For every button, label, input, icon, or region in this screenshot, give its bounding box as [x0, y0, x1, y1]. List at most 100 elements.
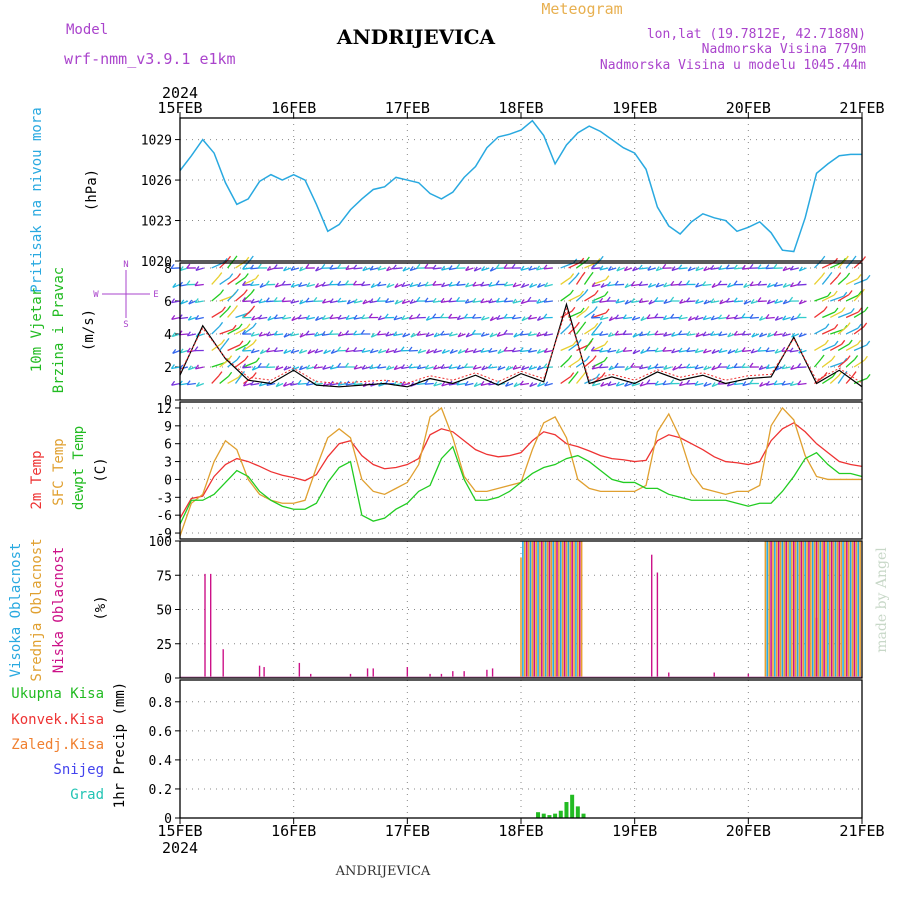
- wind-barb-flag: [615, 298, 620, 304]
- wind-barb: [591, 283, 601, 288]
- wind-barb: [790, 366, 799, 371]
- wind-barb: [408, 366, 418, 369]
- wind-barb: [528, 349, 537, 353]
- wind-barb-flag: [299, 299, 304, 305]
- wind-barb-flag: [424, 263, 429, 269]
- wind-barb: [830, 361, 844, 368]
- wind-barb-flag: [243, 289, 248, 294]
- wind-barb: [496, 316, 506, 321]
- wind-barb-flag: [631, 315, 636, 321]
- wind-barb: [560, 325, 570, 335]
- wind-barb: [409, 316, 419, 320]
- wind-barb: [726, 300, 736, 303]
- wind-barb-flag: [624, 365, 629, 371]
- wind-barb: [274, 349, 284, 353]
- wind-barb-flag: [710, 315, 715, 321]
- wind-barb-flag: [834, 323, 839, 329]
- wind-barb: [171, 382, 181, 386]
- wind-barb: [592, 344, 606, 352]
- wind-barb-flag: [370, 283, 375, 288]
- wind-barb: [568, 294, 581, 302]
- wind-barb-flag: [257, 263, 262, 269]
- wind-barb-flag: [368, 313, 373, 318]
- wind-barb: [441, 283, 450, 288]
- wind-barb-flag: [797, 380, 802, 386]
- wind-barb: [401, 382, 411, 386]
- wind-barb: [227, 327, 240, 335]
- wind-barb-flag: [614, 330, 619, 336]
- wind-barb-flag: [488, 281, 493, 287]
- wind-barb-flag: [251, 365, 256, 371]
- x-tick-label-bottom: 15FEB: [157, 822, 202, 840]
- wind-barb: [512, 349, 522, 353]
- wind-barb-flag: [591, 282, 596, 287]
- wind-barb: [362, 300, 371, 305]
- wind-barb: [448, 366, 458, 370]
- y-tick-label: 0.2: [149, 783, 172, 798]
- wind-barb-flag: [290, 298, 295, 304]
- wind-barb-flag: [495, 263, 500, 269]
- wind-barb: [242, 292, 252, 302]
- wind-barb-flag: [766, 332, 772, 338]
- wind-barb-flag: [774, 315, 779, 321]
- wind-barb-flag: [281, 314, 287, 320]
- wind-barb: [465, 333, 474, 338]
- wind-barb: [853, 278, 868, 286]
- wind-barb: [703, 316, 712, 321]
- wind-barb-flag: [266, 347, 271, 353]
- wind-barb-flag: [337, 263, 342, 269]
- wind-gust-line: [179, 307, 863, 384]
- wind-barb: [465, 300, 474, 304]
- wind-barb-flag: [529, 382, 534, 387]
- wind-barb-flag: [663, 331, 668, 337]
- wind-barb-flag: [866, 373, 871, 379]
- wind-barb-flag: [496, 331, 501, 337]
- wind-barb-flag: [654, 330, 659, 336]
- wind-barb-flag: [503, 313, 508, 319]
- wind-barb: [600, 283, 609, 288]
- wind-barb: [481, 366, 490, 371]
- wind-speed-line: [179, 302, 863, 388]
- wind-barb-flag: [710, 330, 715, 336]
- wind-barb-flag: [393, 348, 398, 353]
- wind-barb-flag: [837, 272, 842, 278]
- wind-barb: [648, 283, 657, 288]
- wind-barb-flag: [846, 272, 851, 278]
- wind-barb-flag: [503, 281, 508, 287]
- wind-barb-flag: [686, 363, 691, 369]
- wind-barb-flag: [521, 282, 526, 288]
- wind-barb: [686, 300, 696, 303]
- wind-barb-flag: [282, 381, 288, 387]
- wind-barb: [299, 349, 308, 354]
- wind-barb: [774, 300, 783, 304]
- wind-barb-flag: [834, 340, 839, 346]
- wind-barb: [813, 358, 822, 368]
- wind-barb: [409, 267, 419, 272]
- wind-barb-flag: [440, 313, 445, 318]
- wind-barb-flag: [249, 255, 254, 261]
- wind-barb-flag: [782, 315, 787, 321]
- wind-barb-flag: [536, 298, 541, 304]
- temp-side-label-2: SFC Temp: [51, 438, 67, 505]
- wind-barb-flag: [765, 313, 770, 319]
- wind-barb-flag: [718, 331, 723, 337]
- wind-barb: [663, 316, 672, 321]
- wind-barb: [337, 283, 347, 286]
- wind-barb: [219, 309, 228, 318]
- wind-barb: [583, 275, 591, 285]
- wind-barb-flag: [472, 281, 477, 287]
- wind-barb-flag: [765, 364, 770, 369]
- wind-barb-flag: [678, 280, 683, 286]
- wind-barb: [274, 333, 284, 336]
- wind-barb: [662, 382, 672, 386]
- wind-barb-flag: [678, 264, 683, 270]
- wind-barb-flag: [741, 313, 746, 318]
- wind-barb-flag: [568, 354, 573, 360]
- wind-barb-flag: [781, 346, 786, 352]
- wind-barb-flag: [238, 323, 243, 329]
- wind-barb-flag: [630, 298, 635, 303]
- wind-barb-flag: [232, 324, 237, 330]
- wind-barb-flag: [678, 347, 683, 353]
- wind-barb-flag: [472, 348, 477, 354]
- wind-barb-flag: [385, 331, 390, 337]
